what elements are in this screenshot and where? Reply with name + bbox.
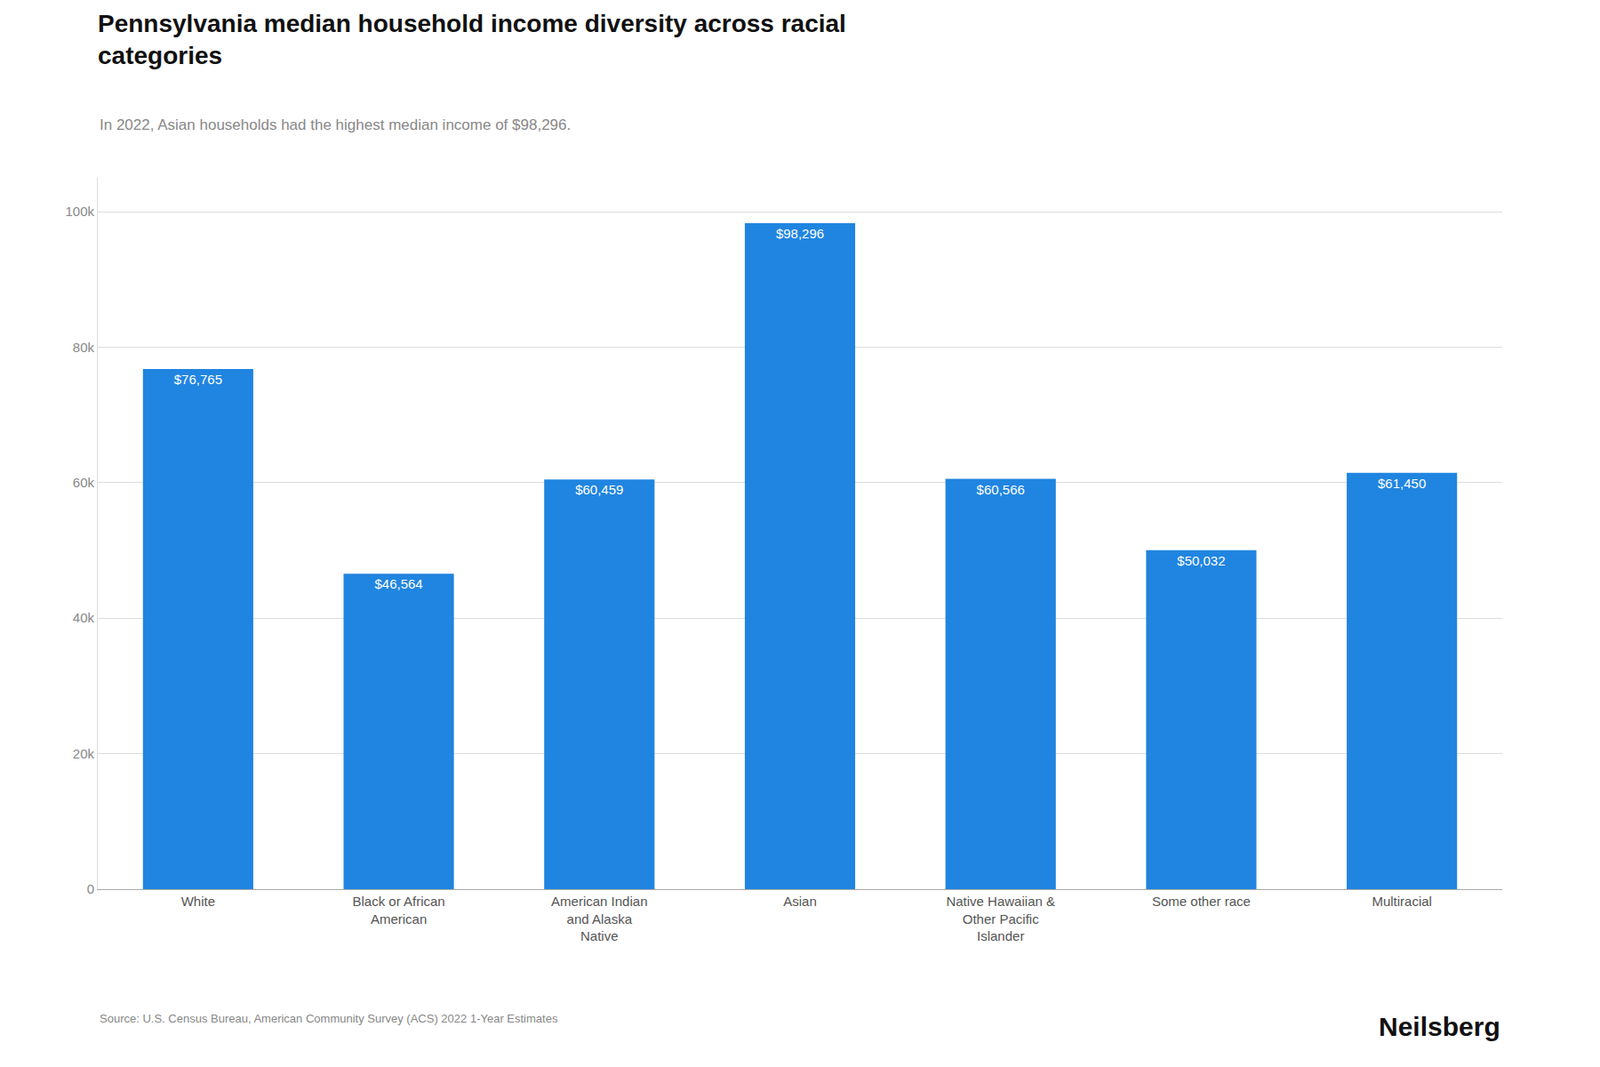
svg-text:80k: 80k xyxy=(72,339,96,355)
svg-text:0: 0 xyxy=(87,880,95,896)
svg-text:40k: 40k xyxy=(72,609,96,625)
svg-text:$50,032: $50,032 xyxy=(1176,552,1225,568)
svg-text:$76,765: $76,765 xyxy=(174,371,223,387)
svg-text:60k: 60k xyxy=(72,474,96,490)
svg-text:Source: U.S. Census Bureau, Am: Source: U.S. Census Bureau, American Com… xyxy=(99,1011,559,1025)
svg-text:Native Hawaiian &Other Pacific: Native Hawaiian &Other PacificIslander xyxy=(945,893,1056,944)
svg-text:100k: 100k xyxy=(64,203,95,219)
svg-text:Black or AfricanAmerican: Black or AfricanAmerican xyxy=(352,893,445,927)
svg-text:$61,450: $61,450 xyxy=(1377,475,1426,491)
svg-text:Pennsylvania median household: Pennsylvania median household income div… xyxy=(97,9,847,70)
svg-text:$60,566: $60,566 xyxy=(976,481,1025,497)
svg-text:In 2022, Asian households had: In 2022, Asian households had the highes… xyxy=(99,116,571,134)
svg-text:Neilsberg: Neilsberg xyxy=(1378,1011,1501,1041)
svg-text:Asian: Asian xyxy=(783,893,817,909)
svg-text:Multiracial: Multiracial xyxy=(1371,893,1432,909)
svg-text:$46,564: $46,564 xyxy=(374,576,423,592)
svg-text:Some other race: Some other race xyxy=(1152,893,1251,909)
svg-text:$60,459: $60,459 xyxy=(575,481,624,497)
svg-text:20k: 20k xyxy=(72,745,96,761)
svg-text:White: White xyxy=(181,893,216,909)
svg-text:$98,296: $98,296 xyxy=(776,225,824,241)
svg-text:American Indianand AlaskaNativ: American Indianand AlaskaNative xyxy=(551,893,648,944)
